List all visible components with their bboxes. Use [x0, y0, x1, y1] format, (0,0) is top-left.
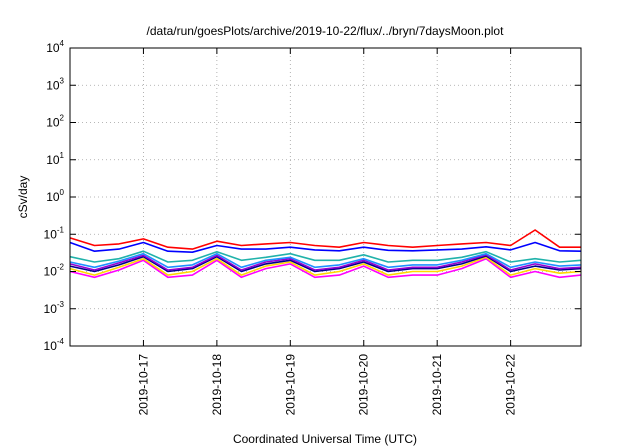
x-tick-label: 2019-10-20: [357, 354, 371, 416]
y-tick-label: 100: [46, 188, 64, 204]
series-line-3: [69, 255, 582, 273]
x-axis: 2019-10-17 2019-10-18 2019-10-19 2019-10-20…: [136, 48, 518, 416]
y-tick-label: 101: [46, 151, 64, 167]
series-line-4: [69, 254, 582, 271]
y-tick-label: 10-3: [44, 300, 65, 316]
x-tick-label: 2019-10-22: [504, 354, 518, 416]
x-axis-label: Coordinated Universal Time (UTC): [233, 432, 417, 446]
y-tick-label: 102: [46, 114, 64, 130]
series-group: [69, 229, 582, 279]
series-line-7: [69, 241, 582, 253]
y-tick-label: 10-1: [44, 225, 65, 241]
chart-title: /data/run/goesPlots/archive/2019-10-22/f…: [147, 24, 505, 38]
y-tick-label: 10-2: [44, 263, 65, 279]
series-line-2: [69, 256, 582, 276]
grid: [70, 48, 581, 346]
y-tick-label: 104: [46, 39, 64, 55]
x-tick-label: 2019-10-17: [136, 354, 150, 416]
y-axis-label: cSv/day: [16, 176, 30, 219]
x-tick-label: 2019-10-21: [430, 354, 444, 416]
series-line-6: [69, 250, 582, 263]
series-line-1: [69, 257, 582, 279]
y-tick-label: 103: [46, 76, 64, 92]
y-axis: 10-4 10-3 10-2 10-1 100 101 102 103 104: [44, 39, 581, 353]
x-tick-label: 2019-10-19: [283, 354, 297, 416]
x-tick-label: 2019-10-18: [210, 354, 224, 416]
series-line-8: [69, 229, 581, 250]
series-line-5: [69, 252, 582, 269]
y-tick-label: 10-4: [44, 337, 65, 353]
